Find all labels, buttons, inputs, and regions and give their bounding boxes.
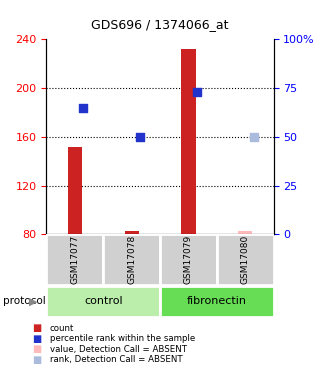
Text: ■: ■: [32, 334, 41, 344]
Bar: [68, 147, 82, 234]
Text: GSM17080: GSM17080: [241, 235, 250, 284]
Point: [251, 134, 256, 140]
Text: ▶: ▶: [29, 297, 38, 306]
Point: [138, 134, 143, 140]
Text: ■: ■: [32, 344, 41, 354]
Text: ■: ■: [32, 323, 41, 333]
Bar: [46, 286, 160, 317]
Text: fibronectin: fibronectin: [187, 297, 247, 306]
Bar: [238, 231, 252, 234]
Bar: [160, 286, 274, 317]
Text: GDS696 / 1374066_at: GDS696 / 1374066_at: [91, 18, 229, 31]
Bar: [124, 231, 139, 234]
Text: GSM17077: GSM17077: [70, 235, 79, 284]
Text: GSM17079: GSM17079: [184, 235, 193, 284]
Bar: [160, 234, 217, 285]
Text: percentile rank within the sample: percentile rank within the sample: [50, 334, 195, 343]
Text: value, Detection Call = ABSENT: value, Detection Call = ABSENT: [50, 345, 187, 354]
Text: count: count: [50, 324, 74, 333]
Bar: [103, 234, 160, 285]
Point: [81, 105, 86, 111]
Text: ■: ■: [32, 355, 41, 364]
Text: rank, Detection Call = ABSENT: rank, Detection Call = ABSENT: [50, 355, 182, 364]
Bar: [46, 234, 103, 285]
Text: GSM17078: GSM17078: [127, 235, 136, 284]
Text: protocol: protocol: [3, 297, 46, 306]
Text: control: control: [84, 297, 123, 306]
Bar: [217, 234, 274, 285]
Point: [194, 89, 199, 95]
Bar: [181, 49, 196, 234]
